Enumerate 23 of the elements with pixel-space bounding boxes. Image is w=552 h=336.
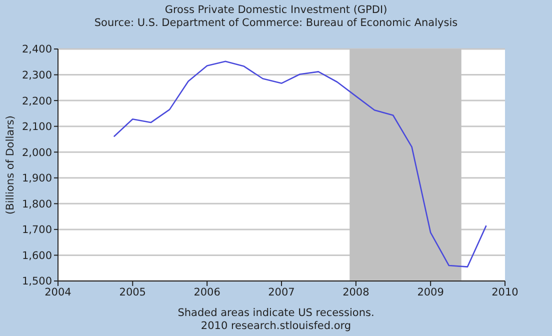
y-tick-label: 1,900 <box>22 172 52 185</box>
y-tick-label: 1,700 <box>22 224 52 236</box>
x-tick-label: 2004 <box>44 286 72 298</box>
x-tick-label: 2005 <box>119 286 146 298</box>
x-tick-label: 2009 <box>417 286 444 298</box>
y-tick-label: 2,300 <box>22 70 52 82</box>
y-tick-label: 1,800 <box>22 198 52 210</box>
text: Shaded areas indicate US recessions. <box>176 307 376 319</box>
x-tick-label: 2006 <box>194 286 221 298</box>
y-tick-label: 1,600 <box>22 250 52 262</box>
text: 2010 research.stlouisfed.org <box>200 320 352 332</box>
chart-subtitle: Source: U.S. Department of Commerce: Bureau of Economic Analysis <box>93 17 459 29</box>
y-tick-label: 1,500 <box>22 276 52 288</box>
x-tick-label: 2010 <box>492 286 518 298</box>
chart-title: Gross Private Domestic Investment (GPDI) <box>164 4 388 16</box>
line-series <box>113 60 487 268</box>
y-tick-label: 2,100 <box>22 121 52 134</box>
x-tick-label: 2008 <box>342 286 370 298</box>
x-tick-label: 2007 <box>268 286 295 298</box>
y-tick-label: 2,000 <box>22 146 52 159</box>
y-tick-label: 2,400 <box>22 44 52 56</box>
y-axis-title: (Billions of Dollars) <box>4 116 17 214</box>
y-tick-label: 2,200 <box>22 95 52 108</box>
